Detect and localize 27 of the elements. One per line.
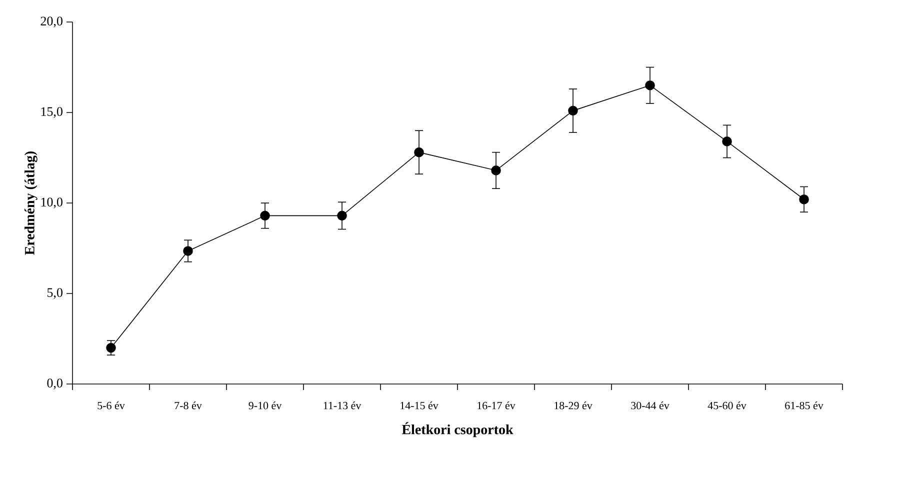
y-tick-label: 20,0 xyxy=(40,16,62,28)
point xyxy=(337,210,347,221)
point xyxy=(568,106,578,116)
y-tick-label: 5,0 xyxy=(47,288,62,299)
x-tick-label: 7-8 év xyxy=(174,402,202,410)
y-tick-label: 10,0 xyxy=(41,198,62,208)
y-axis-title: Eredmény (átlag) xyxy=(24,151,38,255)
x-tick-label: 9-10 év xyxy=(248,402,282,410)
point xyxy=(799,194,809,204)
point xyxy=(491,166,501,176)
point xyxy=(183,246,193,256)
x-tick-label: 11-13 év xyxy=(324,402,362,410)
y-tick-label: 0,0 xyxy=(47,378,62,390)
x-axis-title: Életkori csoportok xyxy=(402,422,514,438)
point xyxy=(260,210,270,221)
x-tick-label: 61-85 év xyxy=(785,402,824,410)
point xyxy=(414,147,424,158)
y-tick-label: 15,0 xyxy=(41,107,62,118)
point xyxy=(106,342,116,353)
x-tick-label: 5-6 év xyxy=(98,402,125,410)
x-tick-label: 18-29 év xyxy=(554,402,592,410)
x-tick-label: 30-44 év xyxy=(631,402,670,410)
x-tick-label: 16-17 év xyxy=(478,402,516,410)
x-tick-label: 45-60 év xyxy=(708,402,746,410)
x-tick-label: 14-15 év xyxy=(400,402,438,410)
point xyxy=(645,80,655,90)
point xyxy=(722,136,732,146)
